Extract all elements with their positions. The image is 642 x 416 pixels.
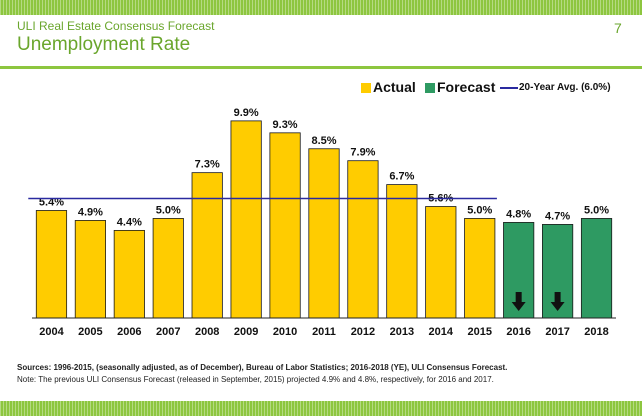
tick-label-2010: 2010 [273, 326, 297, 338]
value-label-2009: 9.9% [234, 107, 259, 119]
tick-label-2013: 2013 [390, 326, 414, 338]
bars-group [35, 120, 613, 319]
tick-label-2018: 2018 [584, 326, 608, 338]
tick-label-2017: 2017 [545, 326, 569, 338]
legend-actual-label: Actual [373, 79, 416, 95]
bar-2011 [308, 148, 340, 319]
x-tick-labels-group: 2004 2005 2006 2007 2008 2009 2010 2011 2012 2013… [39, 326, 609, 338]
tick-label-2004: 2004 [39, 326, 64, 338]
value-label-2016: 4.8% [506, 208, 531, 220]
value-label-2012: 7.9% [350, 147, 375, 159]
forecast-arrows-group [511, 292, 565, 311]
tick-label-2005: 2005 [78, 326, 102, 338]
bar-2012 [347, 160, 379, 319]
sources-footnote: Sources: 1996-2015, (seasonally adjusted… [17, 363, 508, 372]
bar-2004 [35, 210, 68, 319]
value-label-2011: 8.5% [311, 135, 336, 147]
legend-forecast-swatch [425, 83, 435, 93]
tick-label-2009: 2009 [234, 326, 258, 338]
tick-label-2014: 2014 [429, 326, 454, 338]
bar-2013 [386, 184, 418, 319]
top-accent-stripe [0, 0, 642, 15]
page-title: Unemployment Rate [17, 34, 191, 55]
header-divider [0, 66, 642, 69]
value-label-2008: 7.3% [195, 159, 220, 171]
bar-2008 [191, 172, 223, 319]
bar-2009 [230, 120, 262, 319]
value-label-2005: 4.9% [78, 206, 103, 218]
value-label-2010: 9.3% [273, 119, 298, 131]
legend-actual-swatch [361, 83, 371, 93]
tick-label-2006: 2006 [117, 326, 141, 338]
tick-label-2008: 2008 [195, 326, 219, 338]
bar-2007 [152, 218, 184, 319]
down-arrow-2016-icon [511, 292, 526, 311]
value-label-2004: 5.4% [39, 196, 64, 208]
bar-2010 [269, 132, 301, 319]
legend-average-label: 20-Year Avg. (6.0%) [519, 82, 611, 93]
value-labels-group: 5.4% 4.9% 4.4% 5.0% 7.3% 9.9% 9.3% 8.5% 7.9% 6.7%… [39, 107, 609, 229]
note-footnote: Note: The previous ULI Consensus Forecas… [17, 375, 494, 384]
chart-legend: Actual Forecast 20-Year Avg. (6.0%) [0, 79, 642, 99]
tick-label-2011: 2011 [312, 326, 336, 338]
tick-label-2007: 2007 [156, 326, 180, 338]
value-label-2018: 5.0% [584, 204, 609, 216]
tick-label-2012: 2012 [351, 326, 375, 338]
tick-label-2015: 2015 [467, 326, 491, 338]
bar-2014 [425, 206, 457, 319]
value-label-2013: 6.7% [389, 171, 414, 183]
legend-average-swatch [500, 87, 518, 89]
tick-label-2016: 2016 [506, 326, 530, 338]
bottom-accent-stripe [0, 401, 642, 416]
bar-2006 [113, 229, 145, 319]
value-label-2006: 4.4% [117, 216, 142, 228]
page-number: 7 [614, 20, 622, 36]
bar-2018 [580, 218, 613, 319]
value-label-2007: 5.0% [156, 204, 181, 216]
bar-2005 [74, 220, 106, 319]
down-arrow-2017-icon [550, 292, 565, 311]
bar-2015 [464, 218, 496, 319]
legend-forecast-label: Forecast [437, 79, 496, 95]
value-label-2017: 4.7% [545, 210, 570, 222]
report-kicker: ULI Real Estate Consensus Forecast [17, 19, 215, 33]
value-label-2015: 5.0% [467, 204, 492, 216]
